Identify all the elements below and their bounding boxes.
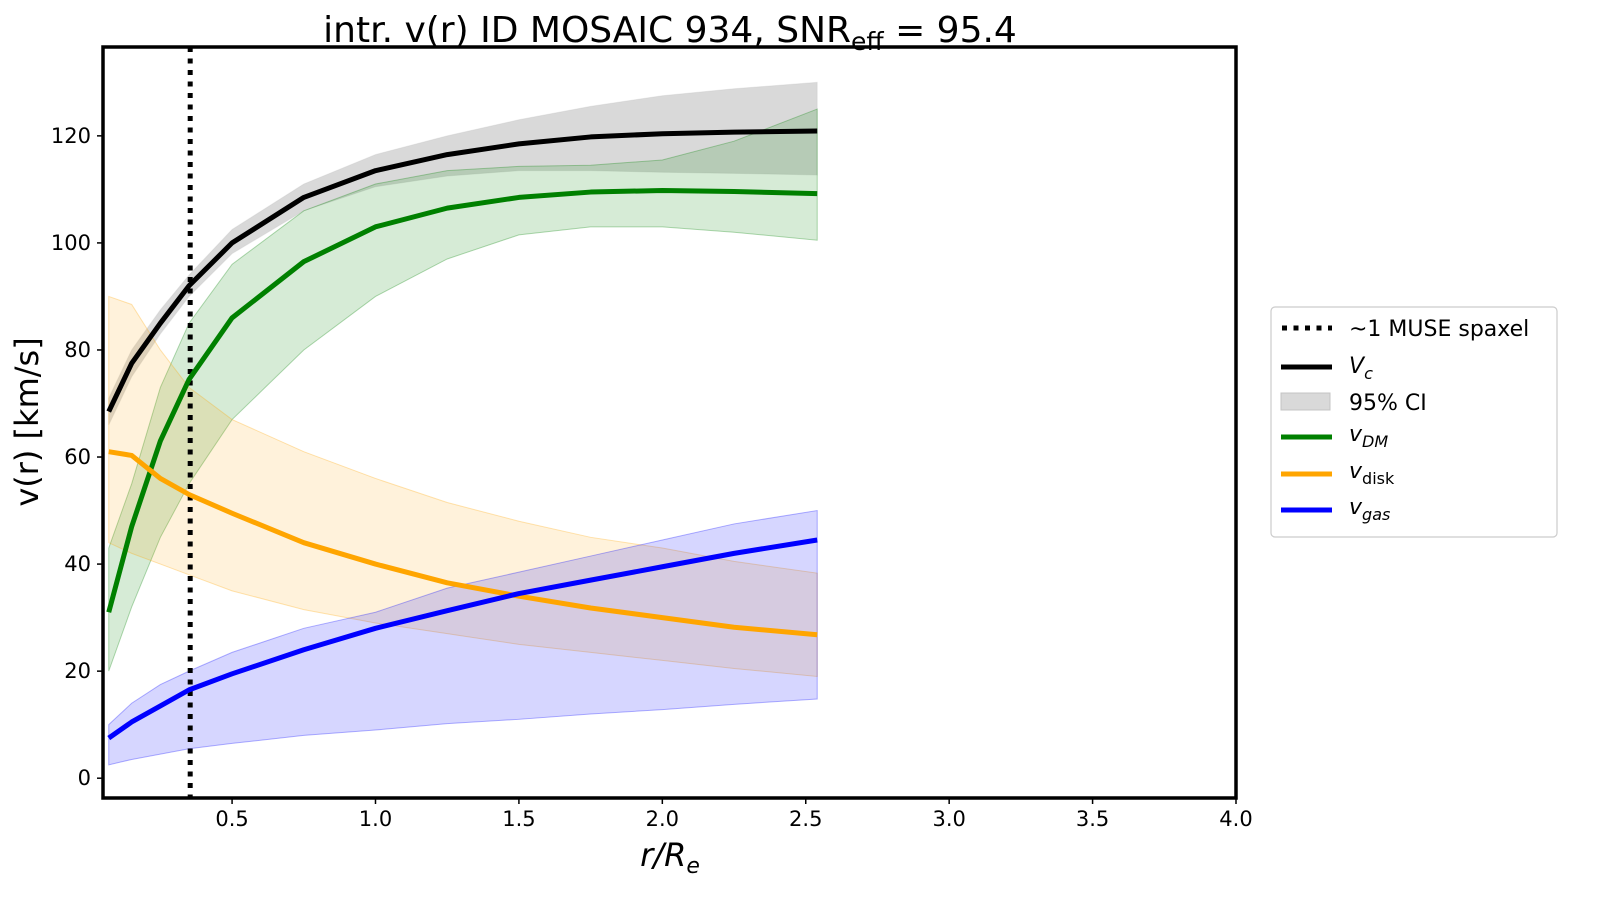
ci-bands (108, 81, 818, 766)
y-tick-label: 120 (51, 124, 91, 148)
y-tick-label: 40 (64, 552, 91, 576)
x-tick-label: 4.0 (1219, 807, 1252, 831)
series-lines (106, 128, 818, 741)
y-tick-label: 80 (64, 338, 91, 362)
legend-label-vdisk: vdisk (1349, 459, 1395, 488)
x-tick-label: 0.5 (215, 807, 248, 831)
y-tick-label: 100 (51, 231, 91, 255)
x-tick-label: 1.5 (502, 807, 535, 831)
ci-band-c (108, 81, 818, 426)
ci-band-dm (108, 108, 818, 672)
x-tick-label: 2.0 (646, 807, 679, 831)
legend-label-vc: Vc (1349, 354, 1373, 383)
ci-band-gas (108, 509, 818, 766)
y-tick-label: 0 (78, 766, 91, 790)
y-tick-label: 60 (64, 445, 91, 469)
x-tick-label: 2.5 (789, 807, 822, 831)
series-line-disk (108, 449, 818, 638)
x-axis-label: r/Re (640, 836, 700, 879)
legend-label-vgas: vgas (1349, 495, 1390, 524)
legend-label-vdm: vDM (1349, 422, 1388, 451)
plot-frame (101, 45, 1238, 800)
legend: ~1 MUSE spaxel Vc 95% CI vDM vdisk vgas (1270, 306, 1558, 538)
chart-title: intr. v(r) ID MOSAIC 934, SNReff = 95.4 (323, 10, 1017, 56)
series-line-dm (106, 187, 818, 613)
legend-label-vline: ~1 MUSE spaxel (1349, 317, 1529, 342)
legend-label-ci: 95% CI (1349, 391, 1427, 416)
series-line-gas (107, 537, 818, 741)
legend-swatch-ci (1280, 392, 1331, 411)
series-line-c (106, 128, 818, 413)
y-axis-label: v(r) [km/s] (8, 337, 46, 506)
x-tick-label: 1.0 (359, 807, 392, 831)
ci-band-disk (108, 295, 818, 678)
x-tick-label: 3.0 (932, 807, 965, 831)
y-tick-label: 20 (64, 659, 91, 683)
legend-box (1270, 306, 1558, 538)
axis-ticks: 0.5 1.0 1.5 2.0 2.5 3.0 3.5 4.0 0 20 40 60 80 100 120 (51, 124, 1253, 831)
x-tick-label: 3.5 (1076, 807, 1109, 831)
